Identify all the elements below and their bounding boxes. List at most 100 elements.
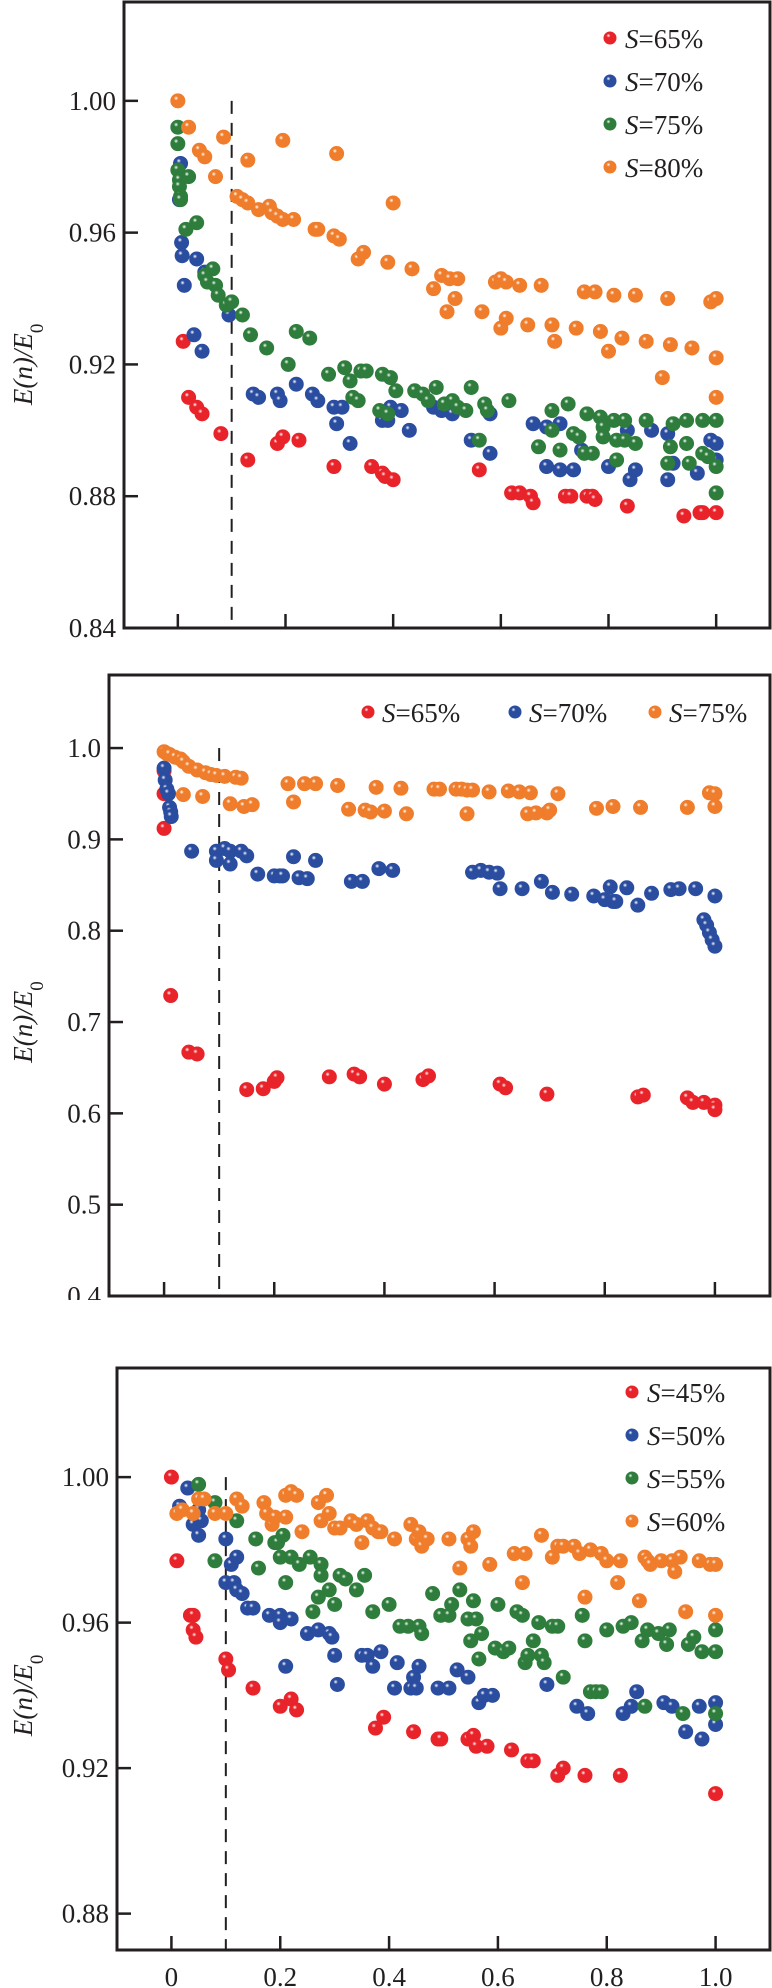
chart-a-svg: 0.840.880.920.961.0000.20.40.60.81.0S=65…: [8, 0, 772, 640]
data-point: [186, 327, 202, 343]
data-point: [599, 1622, 615, 1638]
data-point: [272, 1698, 288, 1714]
data-point: [380, 254, 396, 270]
data-point: [689, 465, 705, 481]
data-point: [334, 399, 350, 415]
data-point: [393, 403, 409, 419]
x-tick-label: 0: [165, 1962, 179, 1988]
data-point: [194, 406, 210, 422]
data-point: [221, 1662, 237, 1678]
data-point: [637, 1698, 653, 1714]
data-point: [623, 1698, 639, 1714]
data-point: [544, 422, 560, 438]
data-point: [463, 1538, 479, 1554]
data-point: [234, 1586, 250, 1602]
data-point: [471, 432, 487, 448]
data-point: [660, 472, 676, 488]
data-point: [678, 1724, 694, 1740]
data-point: [544, 884, 560, 900]
data-point: [667, 1564, 683, 1580]
data-point: [574, 1607, 590, 1623]
data-point: [447, 291, 463, 307]
data-point: [376, 803, 392, 819]
data-point: [520, 317, 536, 333]
data-point: [224, 294, 240, 310]
legend-label: S=55%: [647, 1464, 725, 1494]
data-point: [321, 1582, 337, 1598]
data-point: [163, 1469, 179, 1485]
legend-marker: [625, 1385, 639, 1399]
data-point: [385, 195, 401, 211]
data-point: [367, 1720, 383, 1736]
data-point: [587, 284, 603, 300]
data-point: [708, 485, 724, 501]
data-point: [310, 1589, 326, 1605]
data-point: [380, 406, 396, 422]
y-tick-label: 1.00: [62, 1462, 109, 1492]
data-point: [358, 363, 374, 379]
data-point: [302, 330, 318, 346]
data-point: [707, 786, 723, 802]
data-point: [194, 343, 210, 359]
data-point: [695, 505, 711, 521]
data-point: [609, 452, 625, 468]
data-point: [627, 462, 643, 478]
data-point: [708, 505, 724, 521]
data-point: [195, 788, 211, 804]
data-point: [569, 1698, 585, 1714]
data-point: [482, 445, 498, 461]
data-point: [610, 1575, 626, 1591]
data-point: [599, 1553, 615, 1569]
data-point: [630, 897, 646, 913]
legend-label: S=80%: [625, 153, 703, 183]
data-point: [310, 393, 326, 409]
data-point: [660, 291, 676, 307]
data-point: [208, 169, 224, 185]
data-point: [474, 304, 490, 320]
data-point: [707, 888, 723, 904]
data-point: [259, 340, 275, 356]
data-point: [465, 1593, 481, 1609]
data-point: [342, 435, 358, 451]
data-point: [222, 856, 238, 872]
data-point: [433, 1731, 449, 1747]
data-point: [514, 1607, 530, 1623]
plot-frame: [115, 1366, 772, 1952]
y-tick-label: 0.84: [69, 613, 117, 640]
data-point: [631, 1593, 647, 1609]
data-point: [302, 1549, 318, 1565]
data-point: [387, 1680, 403, 1696]
y-axis-title: E(n)/E0: [8, 1655, 48, 1737]
data-point: [191, 1476, 207, 1492]
data-point: [280, 356, 296, 372]
data-point: [441, 1531, 457, 1547]
data-point: [196, 1491, 212, 1507]
data-point: [525, 495, 541, 511]
y-tick-label: 0.96: [69, 218, 116, 248]
data-point: [428, 379, 444, 395]
data-point: [550, 786, 566, 802]
data-point: [536, 1655, 552, 1671]
data-point: [275, 429, 291, 445]
data-point: [533, 1527, 549, 1543]
data-point: [458, 403, 474, 419]
data-point: [679, 799, 695, 815]
data-point: [398, 806, 414, 822]
data-point: [644, 885, 660, 901]
data-point: [474, 1626, 490, 1642]
data-point: [331, 231, 347, 247]
data-point: [654, 370, 670, 386]
data-point: [606, 287, 622, 303]
data-point: [337, 360, 353, 376]
data-point: [288, 376, 304, 392]
data-point: [452, 1582, 468, 1598]
data-point: [708, 291, 724, 307]
data-point: [175, 787, 191, 803]
data-point: [350, 393, 366, 409]
data-point: [708, 1706, 724, 1722]
plot-frame: [107, 673, 772, 1298]
y-tick-label: 1.0: [67, 733, 101, 763]
data-point: [174, 235, 190, 251]
legend-label: S=70%: [625, 67, 703, 97]
data-point: [550, 1618, 566, 1634]
